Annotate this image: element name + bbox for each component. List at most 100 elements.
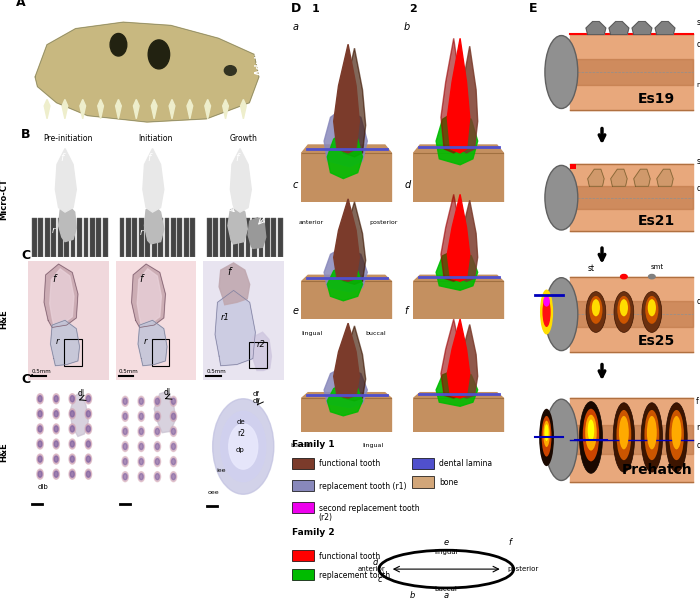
Bar — [292, 550, 314, 562]
Text: (r2): (r2) — [319, 513, 333, 522]
Text: e: e — [444, 538, 449, 547]
Bar — [90, 218, 94, 257]
Polygon shape — [632, 21, 652, 34]
Circle shape — [122, 471, 128, 482]
Circle shape — [123, 473, 127, 480]
Text: oee: oee — [208, 490, 220, 495]
Circle shape — [138, 396, 144, 406]
Polygon shape — [634, 169, 650, 186]
Text: b: b — [410, 592, 414, 600]
Text: replacement tooth: replacement tooth — [319, 571, 390, 580]
Polygon shape — [302, 281, 391, 319]
Circle shape — [172, 413, 176, 419]
Polygon shape — [441, 319, 463, 398]
Circle shape — [170, 427, 176, 436]
Circle shape — [53, 394, 60, 404]
Polygon shape — [44, 99, 50, 119]
Ellipse shape — [545, 424, 549, 441]
Ellipse shape — [647, 416, 657, 449]
Circle shape — [70, 456, 74, 462]
Circle shape — [138, 441, 144, 452]
Text: r: r — [144, 337, 147, 346]
Text: buccal: buccal — [365, 331, 386, 337]
Polygon shape — [436, 250, 477, 291]
Text: bone: bone — [439, 478, 458, 487]
Polygon shape — [137, 269, 162, 325]
Circle shape — [38, 426, 42, 432]
Polygon shape — [655, 21, 675, 34]
Circle shape — [621, 275, 627, 279]
Circle shape — [38, 441, 42, 447]
Bar — [184, 218, 189, 257]
Text: E: E — [528, 2, 537, 15]
Polygon shape — [570, 186, 693, 209]
Text: 0.5mm: 0.5mm — [32, 369, 51, 374]
Circle shape — [38, 471, 42, 478]
Bar — [570, 164, 576, 169]
Polygon shape — [134, 99, 139, 119]
Polygon shape — [132, 264, 165, 327]
Text: lingual: lingual — [552, 86, 573, 91]
Polygon shape — [35, 22, 259, 122]
Circle shape — [85, 469, 92, 479]
Circle shape — [86, 471, 90, 478]
Circle shape — [70, 471, 74, 478]
Ellipse shape — [580, 402, 603, 473]
Text: A: A — [16, 0, 26, 9]
Polygon shape — [570, 164, 693, 231]
Circle shape — [155, 398, 160, 405]
Text: f: f — [52, 274, 55, 284]
Text: anterior: anterior — [357, 566, 385, 572]
Text: functional tooth: functional tooth — [319, 552, 380, 561]
Ellipse shape — [645, 410, 659, 460]
Ellipse shape — [613, 403, 635, 472]
Text: 0.5mm: 0.5mm — [206, 369, 226, 374]
Bar — [246, 218, 251, 257]
Text: replacement tooth (r1): replacement tooth (r1) — [319, 482, 406, 490]
Polygon shape — [414, 398, 503, 432]
Polygon shape — [414, 393, 503, 432]
Ellipse shape — [545, 36, 578, 109]
Circle shape — [86, 456, 90, 462]
Polygon shape — [457, 324, 477, 398]
Bar — [252, 218, 257, 257]
Bar — [249, 342, 267, 368]
Text: df: df — [253, 391, 260, 397]
Circle shape — [85, 454, 92, 464]
Circle shape — [37, 469, 43, 479]
Circle shape — [139, 398, 144, 405]
Bar — [58, 218, 62, 257]
Text: r2: r2 — [257, 340, 266, 349]
Text: Family 1: Family 1 — [292, 440, 335, 449]
Polygon shape — [570, 398, 693, 482]
Circle shape — [172, 459, 176, 465]
Circle shape — [123, 459, 127, 465]
Circle shape — [85, 424, 92, 434]
Bar — [164, 218, 169, 257]
Polygon shape — [55, 148, 76, 212]
Text: second replacement tooth: second replacement tooth — [319, 504, 419, 513]
Circle shape — [53, 454, 60, 464]
Ellipse shape — [589, 296, 603, 324]
Text: B: B — [21, 128, 31, 141]
Polygon shape — [62, 99, 68, 119]
Circle shape — [38, 456, 42, 462]
Text: f: f — [227, 267, 230, 277]
Text: de: de — [237, 419, 246, 425]
Circle shape — [69, 454, 76, 464]
Polygon shape — [116, 99, 121, 119]
Polygon shape — [447, 319, 470, 398]
Circle shape — [122, 441, 128, 452]
Circle shape — [37, 439, 43, 449]
Circle shape — [69, 409, 76, 419]
Text: f: f — [404, 306, 407, 316]
Polygon shape — [334, 44, 359, 153]
Text: dl: dl — [253, 397, 259, 403]
Polygon shape — [143, 148, 164, 212]
Circle shape — [138, 411, 144, 421]
Text: dl: dl — [164, 388, 171, 397]
Text: a: a — [444, 592, 449, 600]
Ellipse shape — [617, 296, 631, 324]
Circle shape — [86, 441, 90, 447]
Polygon shape — [223, 99, 228, 119]
